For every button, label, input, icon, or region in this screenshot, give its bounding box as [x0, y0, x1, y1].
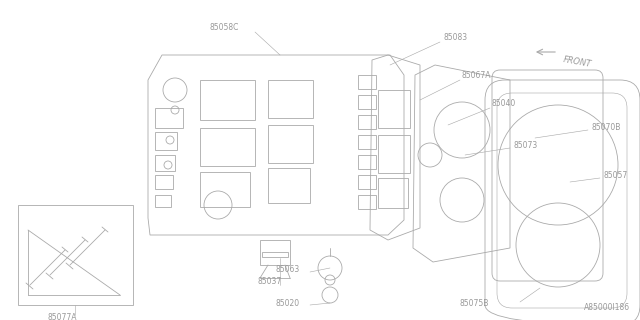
- Text: 85070B: 85070B: [591, 123, 620, 132]
- Bar: [200, 172, 250, 207]
- Bar: [268, 168, 310, 203]
- Bar: [358, 175, 376, 189]
- Bar: [358, 155, 376, 169]
- Bar: [358, 135, 376, 149]
- Bar: [358, 95, 376, 109]
- Bar: [268, 80, 313, 118]
- Bar: [155, 132, 177, 150]
- Bar: [18, 205, 133, 305]
- Text: 85073: 85073: [513, 140, 537, 149]
- Bar: [378, 178, 408, 208]
- Bar: [378, 90, 410, 128]
- Bar: [155, 108, 183, 128]
- Bar: [155, 195, 171, 207]
- Bar: [358, 75, 376, 89]
- Text: 85057: 85057: [603, 171, 627, 180]
- Bar: [262, 252, 288, 257]
- Bar: [358, 115, 376, 129]
- Text: 85067A: 85067A: [462, 71, 492, 81]
- Text: 85037: 85037: [258, 277, 282, 286]
- Bar: [200, 80, 255, 120]
- Bar: [268, 125, 313, 163]
- Text: 85077A: 85077A: [48, 313, 77, 320]
- Text: FRONT: FRONT: [562, 55, 592, 69]
- Text: 85063: 85063: [275, 266, 300, 275]
- Bar: [200, 128, 255, 166]
- Bar: [358, 195, 376, 209]
- Bar: [378, 135, 410, 173]
- Text: 85075B: 85075B: [460, 299, 490, 308]
- Text: 85058C: 85058C: [210, 23, 239, 33]
- Bar: [260, 240, 290, 265]
- Text: 85020: 85020: [275, 299, 299, 308]
- Bar: [155, 155, 175, 171]
- Bar: [155, 175, 173, 189]
- Text: A85000I186: A85000I186: [584, 303, 630, 312]
- Text: 85083: 85083: [443, 34, 467, 43]
- Text: 85040: 85040: [492, 100, 516, 108]
